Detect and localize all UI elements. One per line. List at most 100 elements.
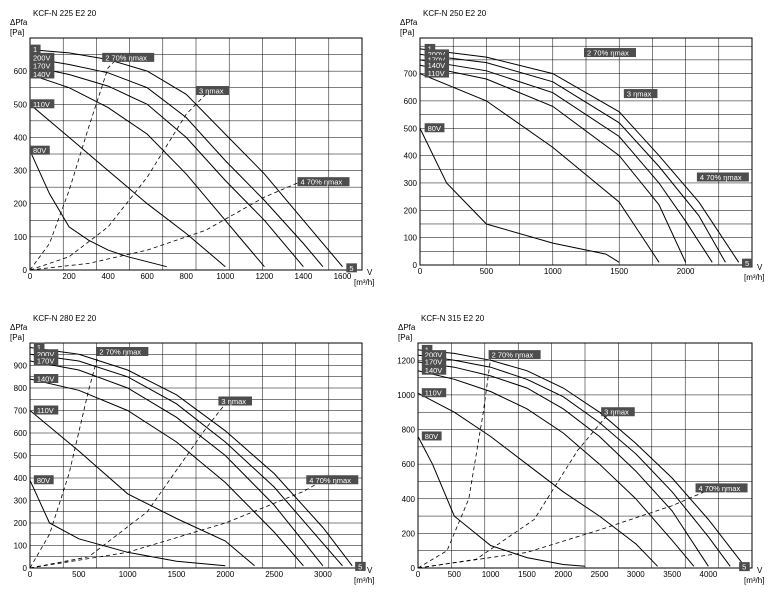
fan-curve	[30, 347, 353, 567]
curve-tag: 2 70% ηmax	[96, 347, 149, 357]
curve-tag: 1	[424, 43, 436, 53]
fan-curve	[30, 65, 304, 268]
curve-tag-label: 2 70% ηmax	[492, 351, 534, 360]
y-tick-label: 500	[14, 100, 28, 109]
curve-tag-box	[623, 89, 658, 99]
chart-title: KCF-N 280 E2 20	[33, 314, 97, 323]
curve-tag-box	[96, 347, 149, 356]
curve-tag-box	[29, 99, 55, 109]
x-tick-label: 1200	[255, 272, 273, 281]
y-axis-label: ΔPfa	[400, 18, 418, 27]
curve-tag-label: 4 70% ηmax	[309, 476, 351, 485]
x-tick-label: 800	[180, 272, 194, 281]
curve-tag-box	[29, 69, 55, 79]
efficiency-line	[30, 403, 226, 568]
curve-tag-box	[355, 561, 366, 571]
efficiency-line	[418, 358, 491, 568]
curve-tag: 3 ηmax	[195, 86, 230, 96]
curve-tag-label: 110V	[33, 100, 50, 109]
y-tick-label: 200	[14, 200, 28, 209]
fan-curve	[30, 410, 255, 567]
x-tick-label: 1500	[518, 570, 536, 579]
y-tick-label: 600	[404, 97, 418, 106]
curve-tag-label: 3 ηmax	[604, 408, 629, 417]
fan-curve	[420, 53, 726, 263]
x-axis-label: V	[367, 268, 373, 277]
y-tick-label: 0	[413, 261, 418, 270]
x-tick-label: 2000	[216, 570, 234, 579]
curve-tag-label: 5	[358, 562, 362, 571]
curve-tag: 140V	[29, 69, 55, 79]
fan-curve	[30, 360, 324, 567]
fan-curve	[420, 64, 687, 263]
curve-tag-label: 170V	[37, 357, 55, 366]
x-tick-label: 200	[62, 272, 76, 281]
curve-tag-box	[29, 145, 50, 155]
y-tick-label: 1000	[397, 391, 415, 400]
y-axis-label: ΔPfa	[10, 18, 28, 27]
chart-panel: KCF-N 225 E2 20 ΔPfa[Pa] V[m³/h] 0 200 400 600…	[10, 9, 374, 287]
y-tick-label: 500	[404, 124, 418, 133]
x-tick-label: 1000	[216, 272, 234, 281]
y-tick-label: 300	[404, 179, 418, 188]
fan-curve	[30, 57, 324, 268]
curve-tag-box	[421, 350, 447, 360]
x-tick-label: 2000	[554, 570, 572, 579]
curve-tag: 170V	[29, 61, 55, 71]
x-axis-unit: [m³/h]	[354, 278, 374, 287]
curve-tag: 200V	[421, 350, 447, 360]
curve-tag: 1	[29, 44, 41, 54]
curve-tag-label: 140V	[37, 375, 55, 384]
y-tick-label: 600	[14, 429, 28, 438]
curve-tag: 4 70% ηmax	[297, 177, 350, 187]
fan-curve	[418, 370, 695, 567]
x-tick-label: 500	[72, 570, 86, 579]
curve-tag-box	[742, 258, 753, 268]
y-tick-label: 100	[14, 233, 28, 242]
curve-tag-box	[421, 344, 433, 354]
curve-tag: 200V	[33, 349, 59, 359]
curve-tag: 3 ηmax	[601, 407, 635, 417]
curve-tag: 3 ηmax	[218, 396, 253, 406]
curve-tag-box	[297, 177, 350, 187]
x-tick-label: 600	[140, 272, 154, 281]
curve-tag: 4 70% ηmax	[695, 483, 748, 493]
y-tick-label: 100	[404, 234, 418, 243]
curve-tag-box	[421, 357, 447, 367]
fan-curve	[418, 354, 731, 567]
x-tick-label: 2000	[677, 267, 695, 276]
curve-tag-box	[33, 475, 54, 485]
curve-tag-label: 170V	[425, 358, 443, 367]
y-tick-label: 200	[402, 529, 416, 538]
curve-tag: 170V	[424, 54, 450, 64]
plot-frame	[29, 342, 363, 569]
curve-tag-box	[29, 61, 55, 71]
y-axis-unit: [Pa]	[10, 28, 24, 37]
x-tick-label: 1600	[334, 272, 352, 281]
y-tick-label: 400	[402, 495, 416, 504]
curve-tag-label: 80V	[33, 146, 46, 155]
curve-tag-label: 2 70% ηmax	[105, 53, 147, 62]
curve-tag: 4 70% ηmax	[306, 475, 359, 485]
curve-tag: 200V	[424, 49, 450, 59]
plot-frame	[417, 342, 753, 569]
curve-tag: 110V	[29, 99, 55, 109]
curve-tag-label: 3 ηmax	[221, 397, 246, 406]
x-tick-label: 0	[28, 570, 33, 579]
y-axis-label: ΔPfa	[10, 323, 28, 332]
y-tick-label: 800	[14, 384, 28, 393]
curve-tag-box	[33, 356, 59, 365]
efficiency-line	[30, 479, 324, 568]
curve-tag-box	[102, 52, 155, 62]
curve-tag: 4 70% ηmax	[696, 172, 749, 182]
curve-tag: 140V	[33, 374, 59, 384]
x-tick-label: 1000	[544, 267, 562, 276]
efficiency-line	[30, 57, 119, 270]
curve-tag-box	[33, 405, 59, 415]
x-tick-label: 0	[418, 267, 423, 276]
x-tick-label: 4000	[700, 570, 718, 579]
fan-curve	[418, 361, 709, 567]
x-tick-label: 0	[28, 272, 33, 281]
